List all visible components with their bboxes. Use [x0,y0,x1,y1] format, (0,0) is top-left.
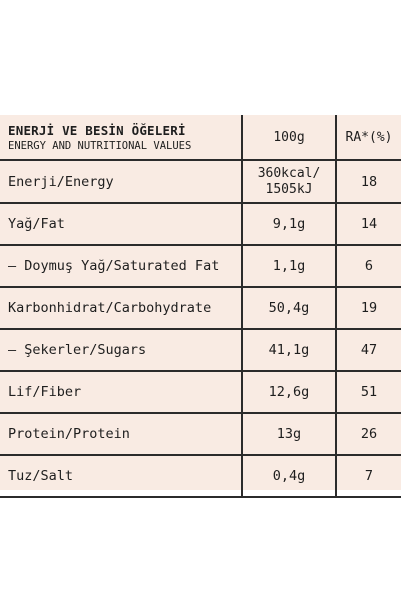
row-ra: 18 [335,160,401,204]
table-row-protein: Protein/Protein 13g 26 [0,413,401,456]
row-value: 1,1g [241,245,336,288]
column-header-ra: RA*(%) [335,115,401,161]
row-label: – Şekerler/Sugars [0,329,242,372]
row-label: Karbonhidrat/Carbohydrate [0,287,242,330]
row-label: Enerji/Energy [0,160,242,204]
table-row-salt: Tuz/Salt 0,4g 7 [0,455,401,498]
row-value: 41,1g [241,329,336,372]
row-value: 360kcal/ 1505kJ [241,160,336,204]
table-row-fat: Yağ/Fat 9,1g 14 [0,203,401,246]
header-label-cell: ENERJİ VE BESİN ÖĞELERİ ENERGY AND NUTRI… [0,115,242,161]
table-subtitle: ENERGY AND NUTRITIONAL VALUES [8,139,192,152]
row-ra: 7 [335,455,401,498]
table-row-energy: Enerji/Energy 360kcal/ 1505kJ 18 [0,160,401,204]
row-value: 12,6g [241,371,336,414]
row-ra: 47 [335,329,401,372]
row-ra: 26 [335,413,401,456]
energy-kcal: 360kcal/ [257,165,321,181]
row-label: – Doymuş Yağ/Saturated Fat [0,245,242,288]
row-ra: 19 [335,287,401,330]
row-value: 13g [241,413,336,456]
row-value: 0,4g [241,455,336,498]
row-value: 50,4g [241,287,336,330]
table-row-carbohydrate: Karbonhidrat/Carbohydrate 50,4g 19 [0,287,401,330]
row-label: Protein/Protein [0,413,242,456]
row-value: 9,1g [241,203,336,246]
row-ra: 51 [335,371,401,414]
table-row-saturated-fat: – Doymuş Yağ/Saturated Fat 1,1g 6 [0,245,401,288]
row-label: Tuz/Salt [0,455,242,498]
table-row-fiber: Lif/Fiber 12,6g 51 [0,371,401,414]
table-row-sugars: – Şekerler/Sugars 41,1g 47 [0,329,401,372]
row-label: Yağ/Fat [0,203,242,246]
table-header-row: ENERJİ VE BESİN ÖĞELERİ ENERGY AND NUTRI… [0,115,401,161]
energy-kj: 1505kJ [265,181,313,197]
row-label: Lif/Fiber [0,371,242,414]
row-ra: 14 [335,203,401,246]
row-ra: 6 [335,245,401,288]
table-title: ENERJİ VE BESİN ÖĞELERİ [8,122,186,138]
column-header-per-100g: 100g [241,115,336,161]
nutrition-table: ENERJİ VE BESİN ÖĞELERİ ENERGY AND NUTRI… [0,115,401,498]
